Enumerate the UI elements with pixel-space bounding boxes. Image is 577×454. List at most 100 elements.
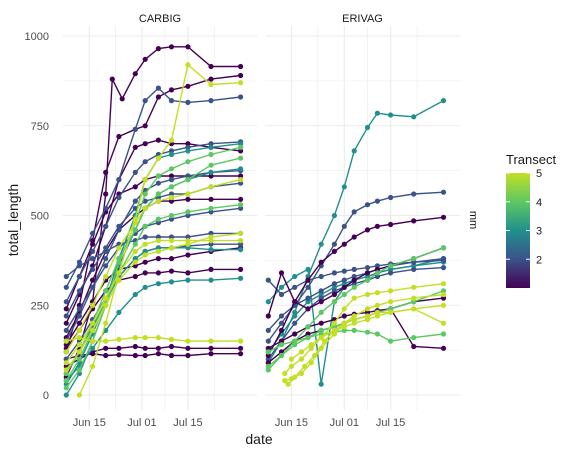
data-point — [208, 144, 214, 150]
data-point — [185, 245, 191, 251]
data-point — [388, 194, 394, 201]
data-point — [155, 345, 161, 351]
data-point — [341, 184, 347, 190]
data-point — [142, 56, 148, 62]
data-point — [142, 259, 148, 265]
data-point — [185, 173, 191, 179]
data-point — [238, 345, 244, 351]
data-point — [90, 241, 96, 247]
data-point — [341, 291, 347, 298]
data-point — [440, 98, 447, 104]
data-point — [411, 299, 417, 305]
data-point — [116, 256, 122, 262]
data-point — [142, 270, 148, 276]
data-point — [155, 46, 161, 52]
data-point — [411, 295, 417, 301]
data-point — [116, 194, 122, 201]
data-point — [155, 248, 161, 254]
data-point — [282, 370, 288, 377]
series-line — [65, 232, 241, 371]
data-point — [331, 327, 337, 333]
data-point — [155, 85, 161, 91]
data-point — [411, 114, 417, 120]
data-point — [364, 265, 371, 271]
data-point — [351, 327, 357, 333]
data-point — [76, 288, 82, 294]
legend-title: Transect — [506, 152, 556, 167]
data-point — [76, 327, 82, 333]
data-point — [265, 349, 271, 355]
x-axis-title: date — [245, 431, 272, 447]
data-point — [388, 112, 394, 118]
data-point — [318, 288, 324, 294]
data-point — [440, 302, 447, 308]
data-point — [155, 281, 161, 287]
data-point — [238, 144, 244, 150]
data-point — [278, 313, 285, 319]
data-point — [374, 313, 380, 319]
data-point — [238, 141, 244, 147]
data-point — [132, 335, 138, 341]
data-point — [374, 198, 380, 204]
data-point — [318, 320, 324, 326]
data-point — [103, 352, 109, 359]
data-point — [341, 268, 347, 274]
data-point — [103, 302, 109, 308]
data-point — [185, 252, 191, 258]
data-point — [185, 345, 191, 351]
data-point — [142, 223, 148, 229]
data-point — [278, 352, 285, 359]
data-point — [90, 230, 96, 236]
data-point — [142, 252, 148, 258]
data-point — [351, 148, 357, 154]
data-point — [388, 306, 394, 312]
data-point — [288, 356, 294, 362]
data-point — [208, 277, 214, 283]
data-point — [63, 360, 69, 366]
data-point — [318, 335, 324, 341]
data-point — [305, 266, 311, 272]
data-point — [440, 291, 447, 298]
data-point — [265, 277, 271, 283]
data-point — [282, 378, 288, 384]
series-line — [65, 198, 241, 338]
data-point — [185, 62, 191, 68]
y-tick-label: 0 — [43, 390, 49, 402]
data-point — [168, 212, 175, 219]
data-point — [103, 169, 109, 175]
data-point — [63, 338, 69, 344]
data-point — [305, 324, 311, 330]
legend: Transect 5 4 3 2 mm — [467, 152, 556, 288]
data-point — [411, 218, 417, 224]
data-point — [90, 284, 96, 290]
y-tick-label: 500 — [31, 211, 49, 223]
data-point — [331, 212, 337, 219]
data-point — [168, 98, 175, 104]
data-point — [238, 202, 244, 208]
data-point — [155, 238, 161, 244]
data-point — [238, 196, 244, 202]
data-point — [341, 313, 347, 319]
data-point — [238, 338, 244, 344]
data-point — [440, 265, 447, 271]
legend-unit-label: mm — [467, 211, 479, 229]
data-point — [318, 273, 324, 280]
data-point — [305, 331, 311, 337]
x-tick-label: Jul 01 — [127, 417, 156, 429]
data-point — [103, 273, 109, 280]
data-point — [116, 133, 122, 140]
data-point — [63, 349, 69, 355]
data-point — [278, 338, 285, 344]
data-point — [388, 309, 394, 315]
data-point — [116, 177, 122, 183]
data-point — [238, 166, 244, 172]
x-tick-label: Jul 15 — [376, 417, 405, 429]
data-point — [132, 343, 138, 350]
data-point — [318, 309, 324, 315]
data-point — [90, 327, 96, 333]
data-point — [238, 247, 244, 253]
data-point — [208, 81, 214, 88]
data-point — [351, 234, 357, 240]
data-point — [185, 338, 191, 344]
data-point — [351, 284, 357, 290]
